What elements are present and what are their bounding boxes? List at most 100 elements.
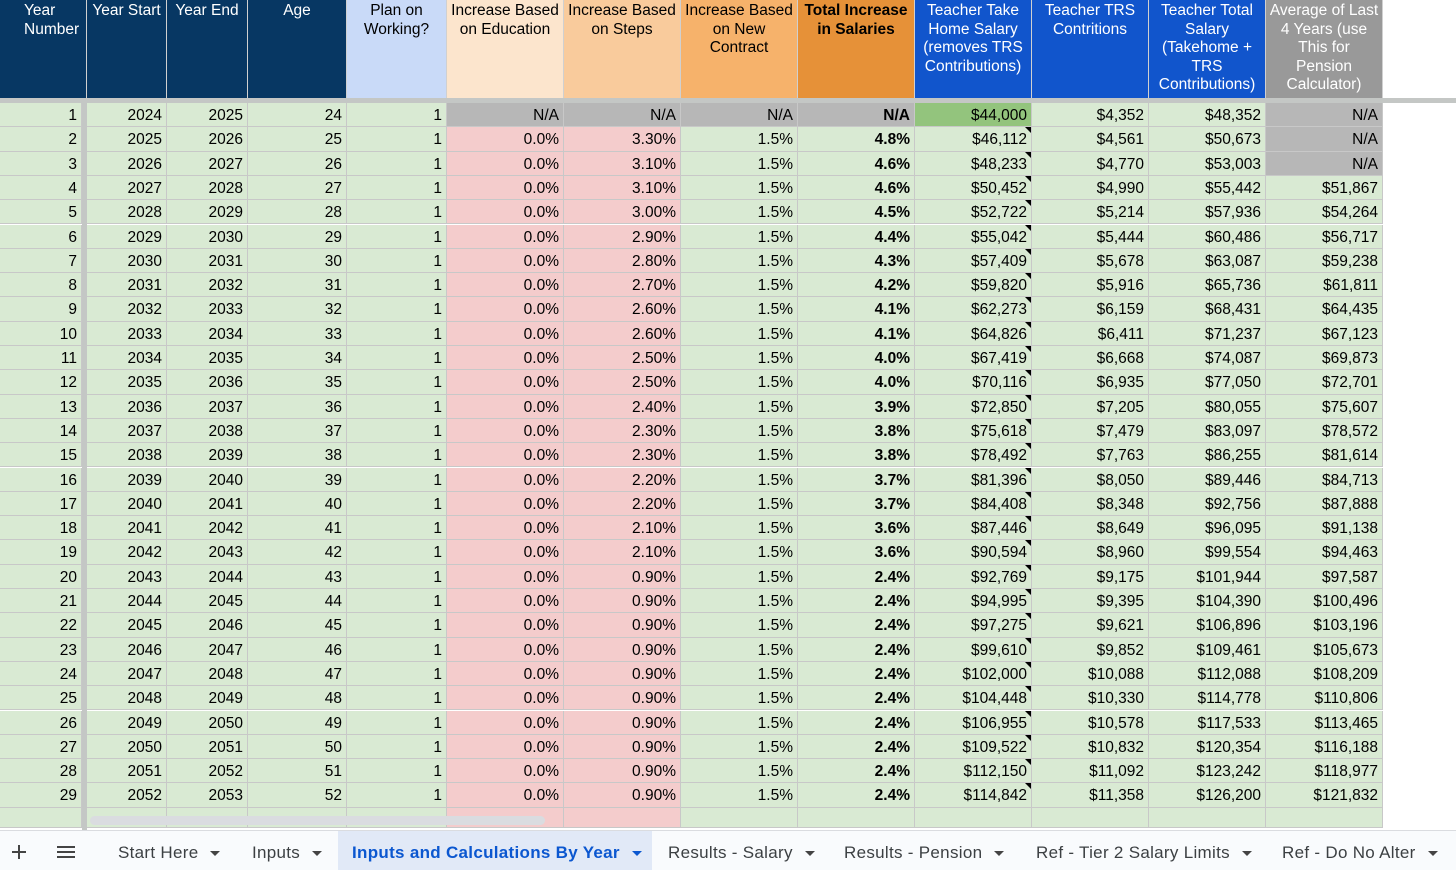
cell[interactable]: $91,138: [1266, 516, 1383, 541]
cell[interactable]: 2.4%: [798, 759, 915, 784]
cell[interactable]: $72,701: [1266, 370, 1383, 395]
cell[interactable]: 1.5%: [681, 710, 798, 735]
cell[interactable]: $69,873: [1266, 346, 1383, 371]
cell[interactable]: $97,587: [1266, 564, 1383, 589]
cell[interactable]: 3: [0, 151, 82, 176]
cell[interactable]: $54,264: [1266, 200, 1383, 225]
cell[interactable]: 11: [0, 346, 82, 371]
cell[interactable]: $62,273: [915, 297, 1032, 322]
cell[interactable]: 1.5%: [681, 175, 798, 201]
cell[interactable]: $104,390: [1149, 589, 1266, 614]
tab-menu-caret[interactable]: [994, 851, 1005, 857]
cell[interactable]: 2.4%: [798, 710, 915, 735]
cell[interactable]: 1: [347, 564, 447, 589]
cell[interactable]: 37: [248, 418, 347, 444]
cell[interactable]: 1.5%: [681, 370, 798, 395]
cell[interactable]: 2025: [87, 127, 167, 152]
cell[interactable]: 1: [347, 248, 447, 274]
cell[interactable]: 1.5%: [681, 734, 798, 760]
cell[interactable]: $11,358: [1032, 783, 1149, 808]
cell[interactable]: $52,722: [915, 200, 1032, 225]
cell[interactable]: 0.0%: [447, 637, 564, 662]
cell[interactable]: 3.10%: [564, 151, 681, 176]
cell[interactable]: 35: [248, 370, 347, 395]
cell[interactable]: 0.90%: [564, 783, 681, 808]
cell[interactable]: $61,811: [1266, 273, 1383, 298]
cell[interactable]: $7,205: [1032, 394, 1149, 419]
cell[interactable]: 1: [347, 613, 447, 638]
cell[interactable]: 2038: [167, 418, 248, 444]
cell[interactable]: 1: [347, 734, 447, 760]
cell[interactable]: N/A: [447, 103, 564, 128]
cell[interactable]: 22: [0, 613, 82, 638]
cell[interactable]: 3.7%: [798, 491, 915, 517]
tab-menu-caret[interactable]: [1241, 851, 1252, 857]
cell[interactable]: 4.2%: [798, 273, 915, 298]
cell[interactable]: $94,463: [1266, 540, 1383, 565]
cell[interactable]: $84,713: [1266, 467, 1383, 492]
cell[interactable]: 31: [248, 273, 347, 298]
cell[interactable]: 0.0%: [447, 467, 564, 492]
cell[interactable]: 2026: [87, 151, 167, 176]
cell[interactable]: $59,238: [1266, 248, 1383, 274]
sheet-tab[interactable]: Results - Salary: [654, 831, 828, 870]
cell[interactable]: 2028: [87, 200, 167, 225]
cell[interactable]: $4,352: [1032, 103, 1149, 128]
cell[interactable]: $74,087: [1149, 346, 1266, 371]
cell[interactable]: 46: [248, 637, 347, 662]
cell[interactable]: 1: [347, 418, 447, 444]
cell[interactable]: N/A: [564, 103, 681, 128]
cell[interactable]: $68,431: [1149, 297, 1266, 322]
cell[interactable]: $60,486: [1149, 224, 1266, 249]
cell[interactable]: $112,088: [1149, 661, 1266, 687]
cell[interactable]: $110,806: [1266, 686, 1383, 711]
cell[interactable]: $50,452: [915, 175, 1032, 201]
cell[interactable]: $81,396: [915, 467, 1032, 492]
cell[interactable]: $78,572: [1266, 418, 1383, 444]
cell[interactable]: $6,668: [1032, 346, 1149, 371]
cell[interactable]: $89,446: [1149, 467, 1266, 492]
horizontal-scrollbar[interactable]: [90, 816, 545, 825]
cell[interactable]: 30: [248, 248, 347, 274]
cell[interactable]: 2034: [87, 346, 167, 371]
cell[interactable]: 1.5%: [681, 297, 798, 322]
cell[interactable]: 21: [0, 589, 82, 614]
cell[interactable]: $55,442: [1149, 175, 1266, 201]
cell[interactable]: 10: [0, 321, 82, 346]
cell[interactable]: $9,852: [1032, 637, 1149, 662]
cell[interactable]: 27: [248, 175, 347, 201]
cell[interactable]: 1: [347, 103, 447, 128]
cell[interactable]: $70,116: [915, 370, 1032, 395]
cell[interactable]: N/A: [798, 103, 915, 128]
cell[interactable]: 52: [248, 783, 347, 808]
cell[interactable]: 2047: [167, 637, 248, 662]
cell[interactable]: 24: [248, 103, 347, 128]
cell[interactable]: 7: [0, 248, 82, 274]
cell[interactable]: 2046: [167, 613, 248, 638]
cell[interactable]: 0.0%: [447, 273, 564, 298]
sheet-tab[interactable]: Ref - Do No Alter: [1268, 831, 1456, 870]
cell[interactable]: 28: [0, 759, 82, 784]
cell[interactable]: 0.0%: [447, 394, 564, 419]
cell[interactable]: 2041: [167, 491, 248, 517]
cell[interactable]: $8,960: [1032, 540, 1149, 565]
cell[interactable]: 0.0%: [447, 297, 564, 322]
tab-menu-caret[interactable]: [210, 851, 221, 857]
cell[interactable]: 2029: [167, 200, 248, 225]
cell[interactable]: 0.0%: [447, 540, 564, 565]
cell[interactable]: 39: [248, 467, 347, 492]
cell[interactable]: 1: [347, 686, 447, 711]
cell[interactable]: $4,770: [1032, 151, 1149, 176]
cell[interactable]: 2.4%: [798, 564, 915, 589]
cell[interactable]: $112,150: [915, 759, 1032, 784]
cell[interactable]: 0.90%: [564, 637, 681, 662]
cell[interactable]: $75,607: [1266, 394, 1383, 419]
cell[interactable]: $87,446: [915, 516, 1032, 541]
cell[interactable]: 1.5%: [681, 248, 798, 274]
cell[interactable]: 2036: [87, 394, 167, 419]
cell[interactable]: $118,977: [1266, 759, 1383, 784]
cell[interactable]: $104,448: [915, 686, 1032, 711]
cell[interactable]: 0.0%: [447, 686, 564, 711]
cell[interactable]: 2.20%: [564, 467, 681, 492]
cell[interactable]: $56,717: [1266, 224, 1383, 249]
